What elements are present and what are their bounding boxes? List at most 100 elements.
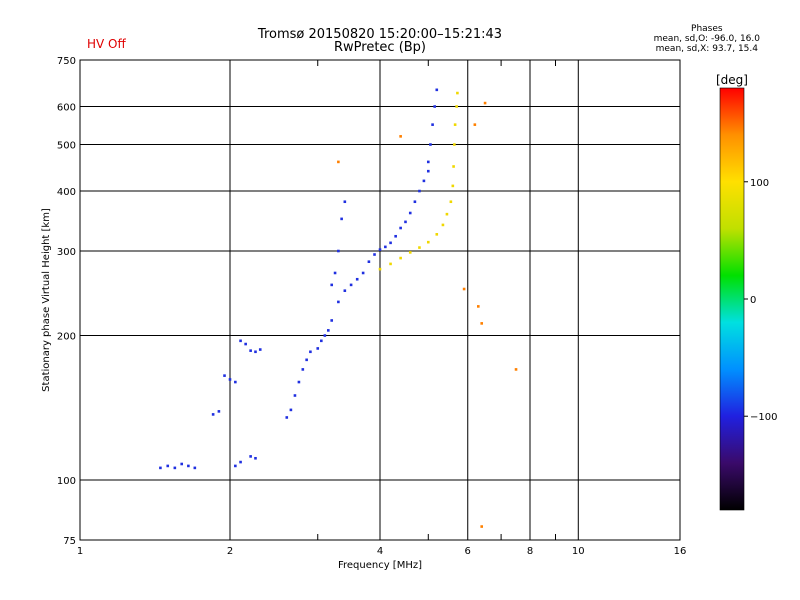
data-point-o — [361, 271, 365, 275]
data-point-o — [394, 234, 397, 238]
x-tick-label: 8 — [527, 546, 533, 557]
data-point-o — [404, 220, 407, 224]
phases-x-stats: mean, sd,X: 93.7, 15.4 — [655, 44, 758, 54]
y-tick-label: 500 — [57, 141, 76, 152]
data-point-x — [453, 123, 457, 126]
y-tick-label: 100 — [57, 476, 76, 487]
data-point-o — [217, 410, 221, 413]
data-point-o — [330, 319, 334, 322]
data-point-other — [480, 322, 484, 325]
data-point-o — [244, 342, 247, 346]
data-point-o — [426, 169, 430, 173]
phases-o-stats: mean, sd,O: -96.0, 16.0 — [653, 34, 760, 44]
data-point-other — [399, 135, 402, 138]
data-point-o — [330, 283, 334, 287]
data-point-other — [473, 123, 477, 126]
data-point-o — [320, 339, 323, 343]
data-point-o — [254, 456, 257, 460]
data-point-o — [223, 374, 226, 377]
data-point-other — [514, 368, 518, 371]
y-tick-label: 75 — [63, 536, 76, 547]
data-point-x — [455, 105, 458, 108]
data-point-o — [337, 249, 340, 253]
data-point-o — [173, 466, 177, 470]
x-axis-label: Frequency [MHz] — [338, 560, 422, 571]
x-tick-label: 4 — [377, 546, 383, 557]
data-point-o — [343, 289, 347, 292]
data-point-x — [453, 143, 456, 146]
data-point-o — [289, 408, 293, 412]
plot-title: Tromsø 20150820 15:20:00–15:21:43 — [257, 27, 503, 42]
data-point-o — [413, 200, 417, 204]
data-point-o — [187, 464, 190, 468]
data-point-o — [408, 211, 412, 215]
data-point-o — [418, 189, 421, 193]
colorbar-tick-label: 0 — [750, 295, 756, 306]
data-point-o — [166, 464, 170, 468]
data-point-o — [301, 368, 305, 371]
data-point-other — [337, 160, 340, 164]
phases-summary: Phases mean, sd,O: -96.0, 16.0 mean, sd,… — [654, 24, 760, 54]
x-tick-label: 2 — [227, 546, 233, 557]
phases-title: Phases — [691, 24, 723, 34]
data-point-o — [426, 160, 430, 164]
data-point-o — [234, 380, 237, 384]
x-tick-label: 16 — [674, 546, 687, 557]
data-point-o — [234, 464, 237, 468]
colorbar — [719, 87, 745, 511]
data-point-o — [239, 460, 242, 464]
data-point-other — [477, 305, 480, 308]
data-point-o — [399, 226, 402, 230]
data-point-o — [337, 300, 340, 304]
data-point-o — [343, 200, 347, 204]
data-point-o — [249, 455, 252, 458]
data-point-o — [327, 329, 330, 332]
data-point-x — [408, 251, 412, 254]
data-point-o — [193, 466, 197, 470]
data-point-x — [449, 200, 453, 204]
data-point-o — [211, 413, 215, 416]
data-point-o — [305, 358, 308, 362]
data-point-x — [456, 91, 459, 95]
colorbar-unit: [deg] — [716, 73, 748, 87]
data-point-x — [452, 165, 455, 168]
y-tick-label: 300 — [57, 247, 76, 258]
data-point-other — [462, 287, 466, 291]
data-point-o — [285, 416, 289, 419]
data-point-o — [373, 253, 376, 256]
colorbar-tick-label: −100 — [750, 412, 777, 423]
data-point-o — [254, 350, 257, 354]
data-point-x — [426, 240, 430, 244]
x-tick-label: 10 — [572, 546, 585, 557]
data-point-o — [431, 123, 434, 126]
data-point-o — [249, 349, 252, 352]
data-point-x — [378, 267, 382, 271]
data-point-x — [451, 184, 455, 188]
data-point-x — [399, 256, 402, 260]
data-point-o — [422, 179, 426, 183]
plot-subtitle: RwPretec (Bp) — [333, 40, 427, 55]
data-point-o — [340, 217, 343, 221]
data-point-x — [389, 262, 392, 266]
data-point-o — [333, 271, 337, 275]
data-point-o — [355, 277, 359, 281]
data-point-o — [239, 339, 242, 343]
y-tick-label: 600 — [57, 103, 76, 114]
colorbar-tick-label: 100 — [750, 178, 769, 189]
data-point-o — [389, 241, 392, 245]
data-point-other — [480, 525, 484, 528]
data-point-o — [323, 334, 327, 337]
y-tick-label: 400 — [57, 187, 76, 198]
data-point-other — [483, 101, 487, 105]
data-point-o — [159, 466, 162, 470]
y-tick-label: 750 — [57, 56, 76, 67]
data-point-o — [433, 105, 436, 108]
data-point-o — [293, 394, 297, 397]
x-tick-label: 1 — [77, 546, 83, 557]
data-point-o — [309, 350, 312, 354]
data-point-o — [228, 378, 232, 381]
data-point-x — [418, 246, 421, 249]
data-point-o — [349, 283, 353, 287]
y-axis-label: Stationary phase Virtual Height [km] — [41, 208, 52, 392]
data-point-o — [378, 248, 382, 251]
